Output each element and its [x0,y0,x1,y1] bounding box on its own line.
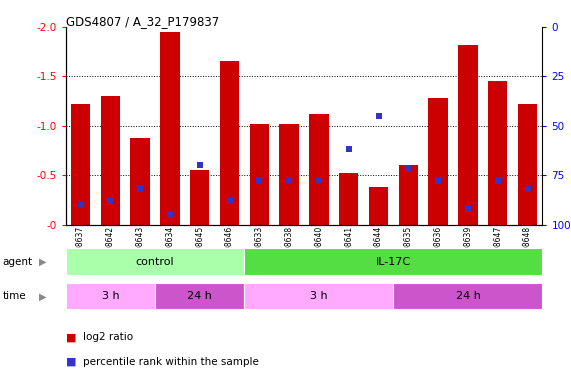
Bar [131,137,150,225]
Bar [339,173,359,225]
Bar [220,61,239,225]
Text: 24 h: 24 h [187,291,212,301]
Bar [309,114,329,225]
Bar [488,81,508,225]
Text: agent: agent [3,257,33,267]
Bar [428,98,448,225]
Text: control: control [136,257,174,266]
Bar [518,104,537,225]
Bar [66,248,244,275]
Bar [190,170,210,225]
Bar [71,104,90,225]
Text: 3 h: 3 h [310,291,328,301]
Bar [393,283,542,309]
Text: percentile rank within the sample: percentile rank within the sample [83,357,259,367]
Bar [399,166,418,225]
Text: ■: ■ [66,357,76,367]
Bar [459,45,477,225]
Bar [369,187,388,225]
Bar [160,32,180,225]
Text: ▶: ▶ [39,257,46,267]
Bar [66,283,155,309]
Text: ■: ■ [66,332,76,342]
Text: GDS4807 / A_32_P179837: GDS4807 / A_32_P179837 [66,15,219,28]
Text: log2 ratio: log2 ratio [83,332,133,342]
Text: IL-17C: IL-17C [376,257,411,266]
Bar [279,124,299,225]
Text: 24 h: 24 h [456,291,480,301]
Bar [244,283,393,309]
Bar [250,124,269,225]
Text: ▶: ▶ [39,291,46,301]
Bar [155,283,244,309]
Text: time: time [3,291,26,301]
Bar [100,96,120,225]
Text: 3 h: 3 h [102,291,119,301]
Bar [244,248,542,275]
